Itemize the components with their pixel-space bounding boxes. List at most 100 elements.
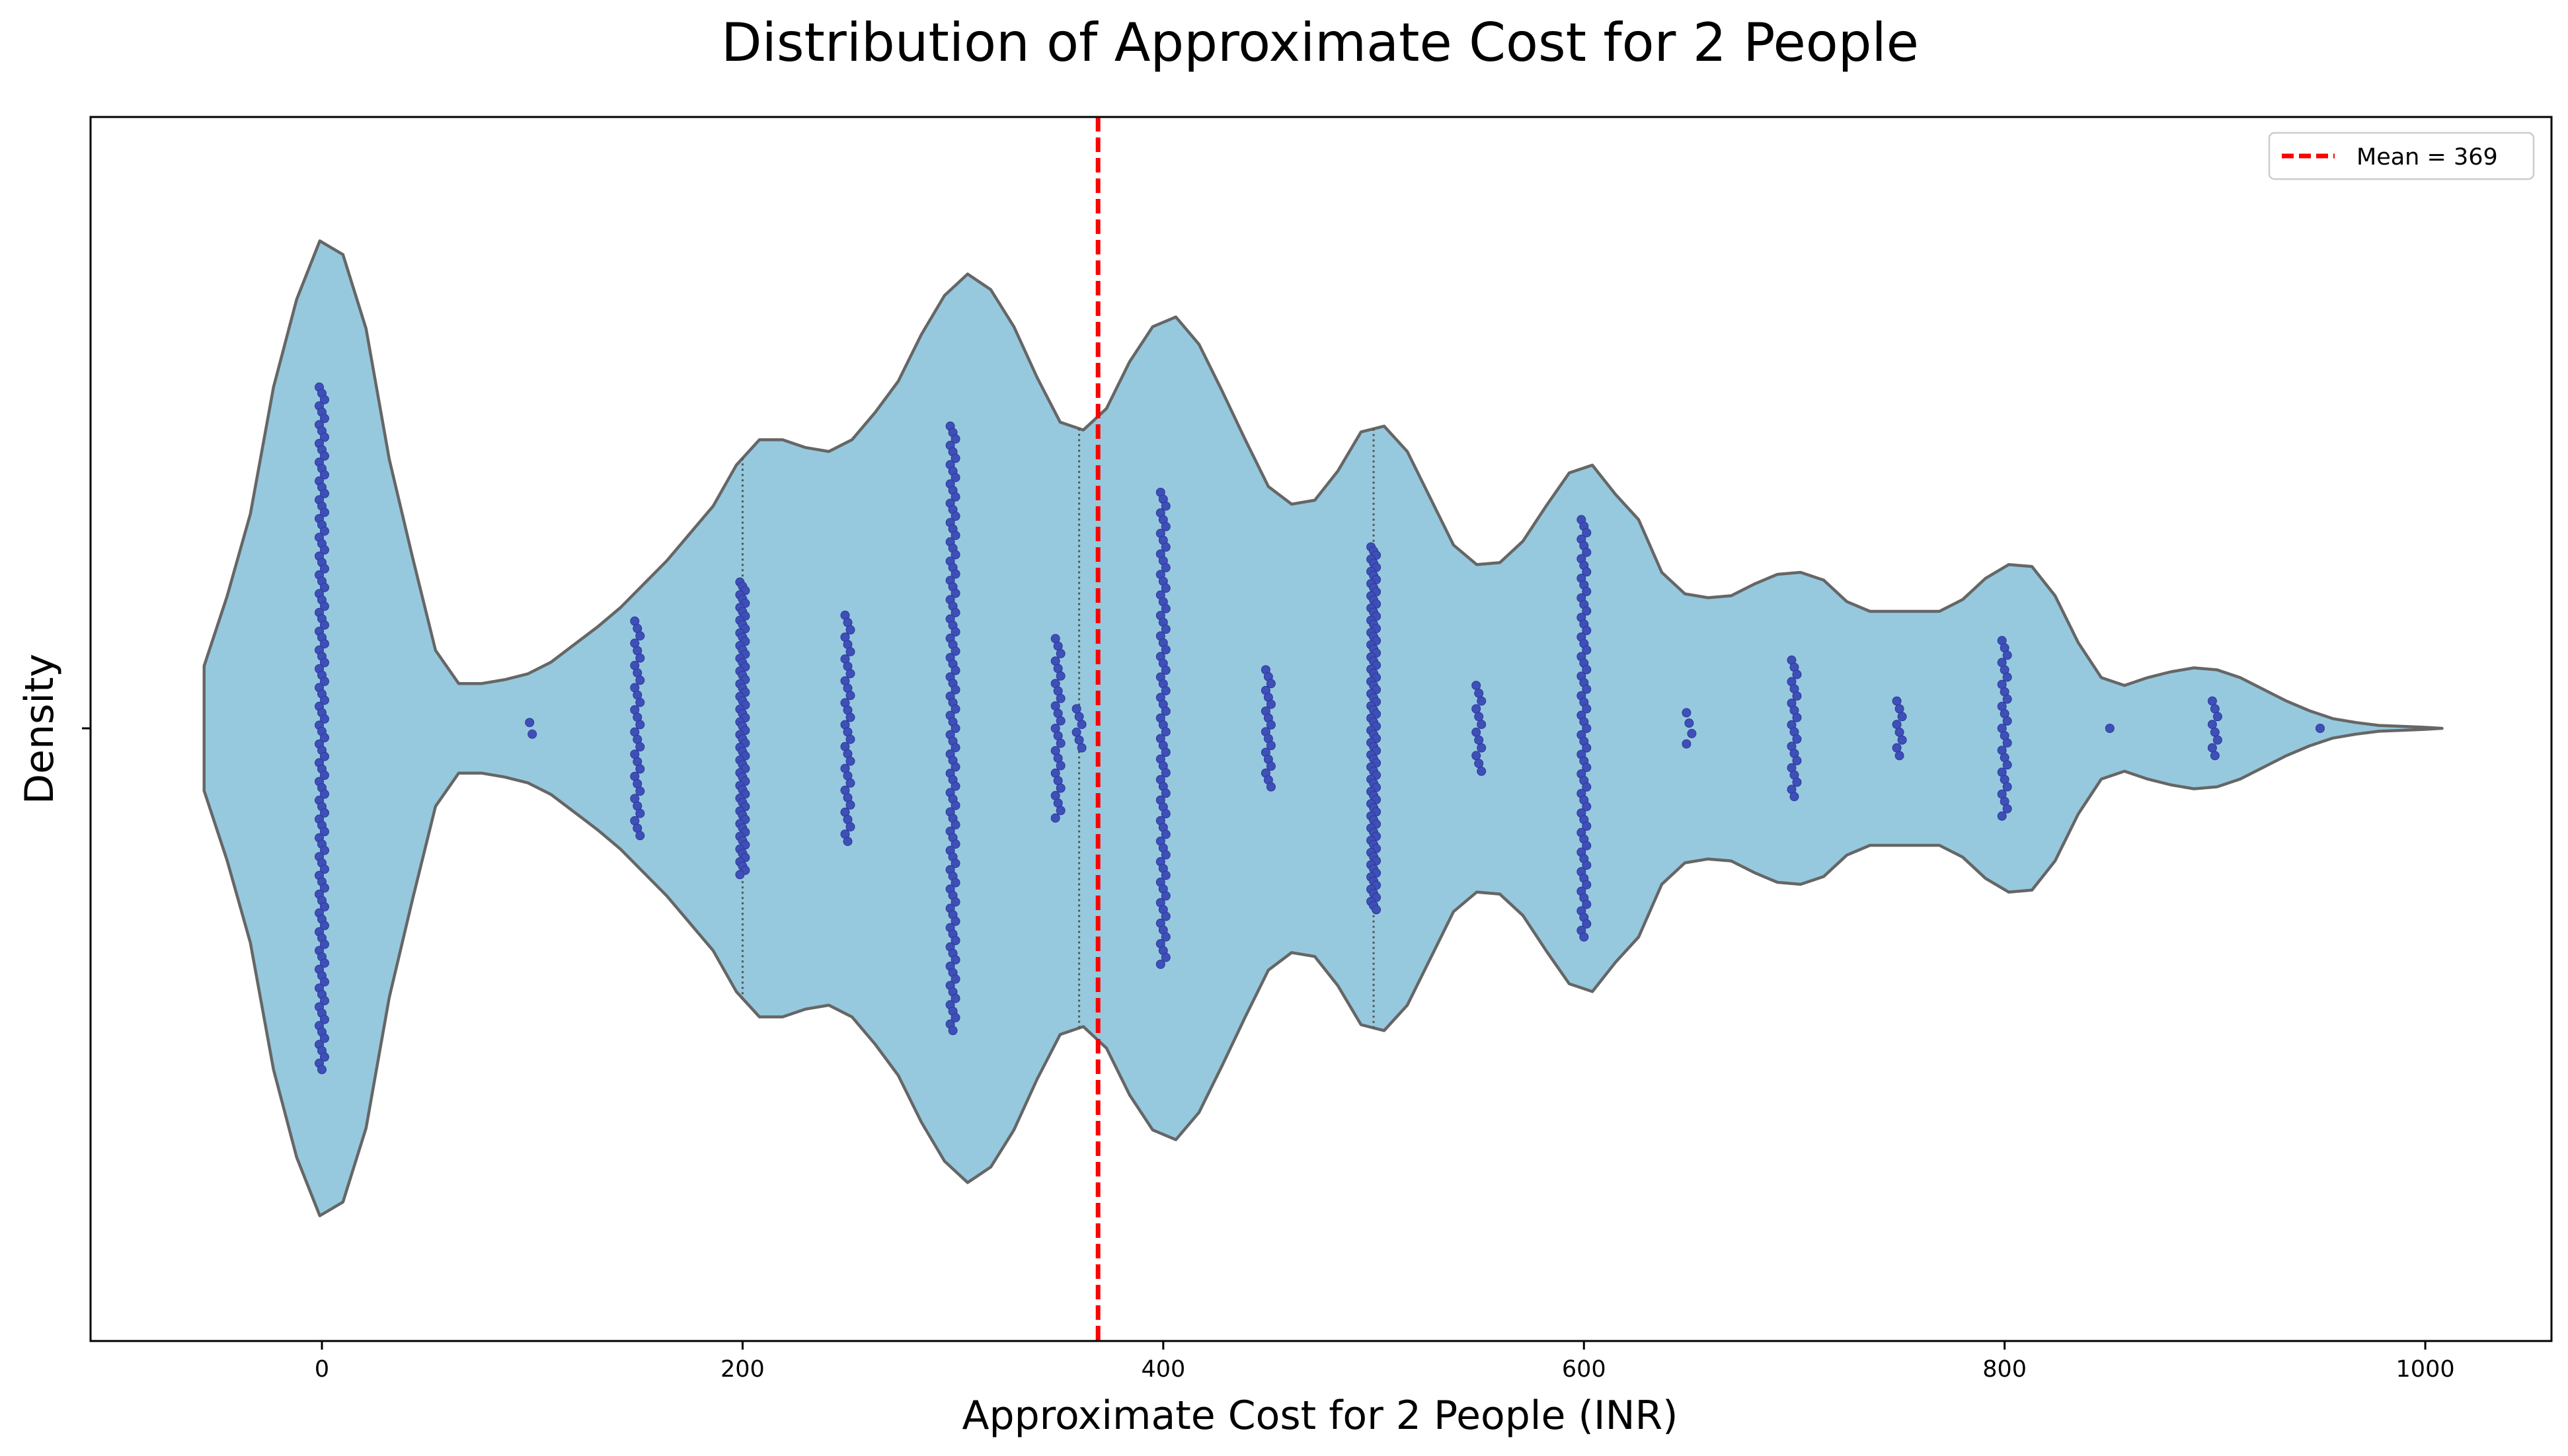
swarm-point xyxy=(951,512,960,521)
swarm-point xyxy=(320,845,329,855)
swarm-point xyxy=(320,432,329,442)
swarm-point xyxy=(1582,782,1592,792)
swarm-point xyxy=(1582,528,1592,538)
swarm-point xyxy=(320,789,329,799)
swarm-point xyxy=(2207,743,2217,753)
swarm-point xyxy=(1892,696,1902,706)
swarm-point xyxy=(1161,501,1171,511)
swarm-point xyxy=(320,526,329,536)
swarm-point xyxy=(951,666,960,675)
swarm-point xyxy=(320,996,329,1006)
swarm-point xyxy=(951,839,960,849)
swarm-point xyxy=(951,724,960,733)
swarm-point xyxy=(1161,870,1171,880)
swarm-point xyxy=(2210,727,2220,737)
swarm-point xyxy=(1266,699,1276,709)
swarm-point xyxy=(1161,583,1171,593)
swarm-point xyxy=(1684,718,1694,728)
swarm-point xyxy=(1161,686,1171,696)
swarm-point xyxy=(1477,696,1487,706)
swarm-point xyxy=(320,488,329,498)
swarm-point xyxy=(1474,712,1484,722)
swarm-point xyxy=(635,786,645,796)
swarm-point xyxy=(2210,704,2220,714)
swarm-point xyxy=(320,639,329,649)
swarm-point xyxy=(1582,665,1592,675)
swarm-point xyxy=(1074,735,1084,745)
swarm-point xyxy=(320,658,329,668)
swarm-point xyxy=(635,808,645,818)
legend-mean-label: Mean = 369 xyxy=(2356,144,2498,171)
swarm-point xyxy=(320,921,329,931)
swarm-point xyxy=(635,631,645,641)
swarm-point xyxy=(320,902,329,911)
swarm-point xyxy=(951,550,960,560)
swarm-point xyxy=(320,864,329,874)
swarm-point xyxy=(320,395,329,404)
swarm-point xyxy=(2002,782,2012,792)
swarm-point xyxy=(951,859,960,868)
swarm-point xyxy=(1477,766,1487,776)
swarm-point xyxy=(525,718,535,728)
swarm-point xyxy=(951,453,960,463)
swarm-point xyxy=(1056,671,1066,681)
swarm-point xyxy=(635,831,645,841)
swarm-point xyxy=(1582,763,1592,773)
swarm-point xyxy=(1474,688,1484,698)
x-tick-label: 200 xyxy=(720,1356,765,1383)
swarm-point xyxy=(1682,708,1692,718)
swarm-point xyxy=(951,473,960,482)
swarm-point xyxy=(2105,724,2115,733)
swarm-point xyxy=(635,697,645,707)
swarm-point xyxy=(1997,811,2007,821)
swarm-point xyxy=(320,1052,329,1062)
swarm-point xyxy=(951,569,960,579)
swarm-point xyxy=(2212,712,2222,722)
x-tick-label: 800 xyxy=(1982,1356,2027,1383)
swarm-point xyxy=(1161,788,1171,798)
swarm-point xyxy=(1077,720,1087,730)
swarm-point xyxy=(1161,911,1171,921)
swarm-point xyxy=(1477,720,1487,730)
swarm-point xyxy=(320,1015,329,1024)
swarm-point xyxy=(1897,712,1907,722)
swarm-point xyxy=(1582,841,1592,851)
swarm-point xyxy=(1471,704,1481,714)
swarm-point xyxy=(1582,861,1592,870)
chart-title: Distribution of Approximate Cost for 2 P… xyxy=(721,12,1919,73)
swarm-point xyxy=(1582,802,1592,812)
swarm-point xyxy=(1582,822,1592,831)
swarm-point xyxy=(951,916,960,926)
y-axis-label: Density xyxy=(17,654,63,804)
swarm-point xyxy=(1161,952,1171,962)
swarm-point xyxy=(1161,747,1171,757)
swarm-point xyxy=(843,837,853,847)
swarm-point xyxy=(1050,813,1060,823)
x-tick-label: 400 xyxy=(1141,1356,1185,1383)
swarm-point xyxy=(1161,625,1171,634)
swarm-point xyxy=(1582,547,1592,557)
swarm-point xyxy=(320,939,329,949)
swarm-point xyxy=(320,508,329,517)
swarm-point xyxy=(1155,960,1165,969)
swarm-point xyxy=(1161,850,1171,860)
swarm-point xyxy=(1582,724,1592,733)
swarm-point xyxy=(1161,768,1171,778)
swarm-point xyxy=(1161,562,1171,572)
swarm-point xyxy=(1474,735,1484,745)
swarm-point xyxy=(1582,684,1592,694)
swarm-point xyxy=(320,677,329,686)
swarm-point xyxy=(951,434,960,444)
swarm-point xyxy=(1582,743,1592,753)
swarm-point xyxy=(1582,919,1592,929)
swarm-point xyxy=(1161,809,1171,819)
swarm-point xyxy=(1056,693,1066,703)
swarm-point xyxy=(845,647,855,657)
swarm-point xyxy=(1372,905,1381,915)
swarm-point xyxy=(320,545,329,555)
swarm-point xyxy=(320,451,329,461)
x-axis-ticks: 0 200 400 600 800 1000 xyxy=(315,1341,2455,1383)
swarm-point xyxy=(1792,734,1802,744)
swarm-point xyxy=(1056,783,1066,793)
swarm-point xyxy=(320,1033,329,1043)
